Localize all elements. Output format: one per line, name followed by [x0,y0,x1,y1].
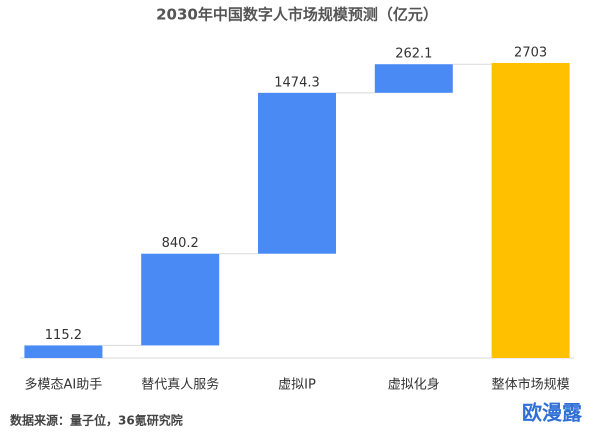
source-note: 数据来源：量子位，36氪研究院 [10,413,183,428]
x-tick-label: 替代真人服务 [141,377,219,393]
value-label: 2703 [514,46,547,61]
bar [258,92,336,254]
x-tick-label: 虚拟化身 [388,377,440,393]
x-tick-label: 虚拟IP [278,378,316,393]
x-tick-label: 整体市场规模 [492,377,570,393]
value-label: 840.2 [162,236,199,251]
bar [24,345,103,358]
bar [374,64,453,93]
watermark: 欧漫露 [522,401,583,425]
chart-title: 2030年中国数字人市场规模预测（亿元） [156,6,438,24]
x-tick-label: 多模态AI助手 [25,377,103,393]
value-label: 262.1 [395,47,432,62]
value-label: 1474.3 [274,75,320,90]
bar [141,253,220,346]
value-label: 115.2 [45,328,82,343]
bar [491,63,570,358]
